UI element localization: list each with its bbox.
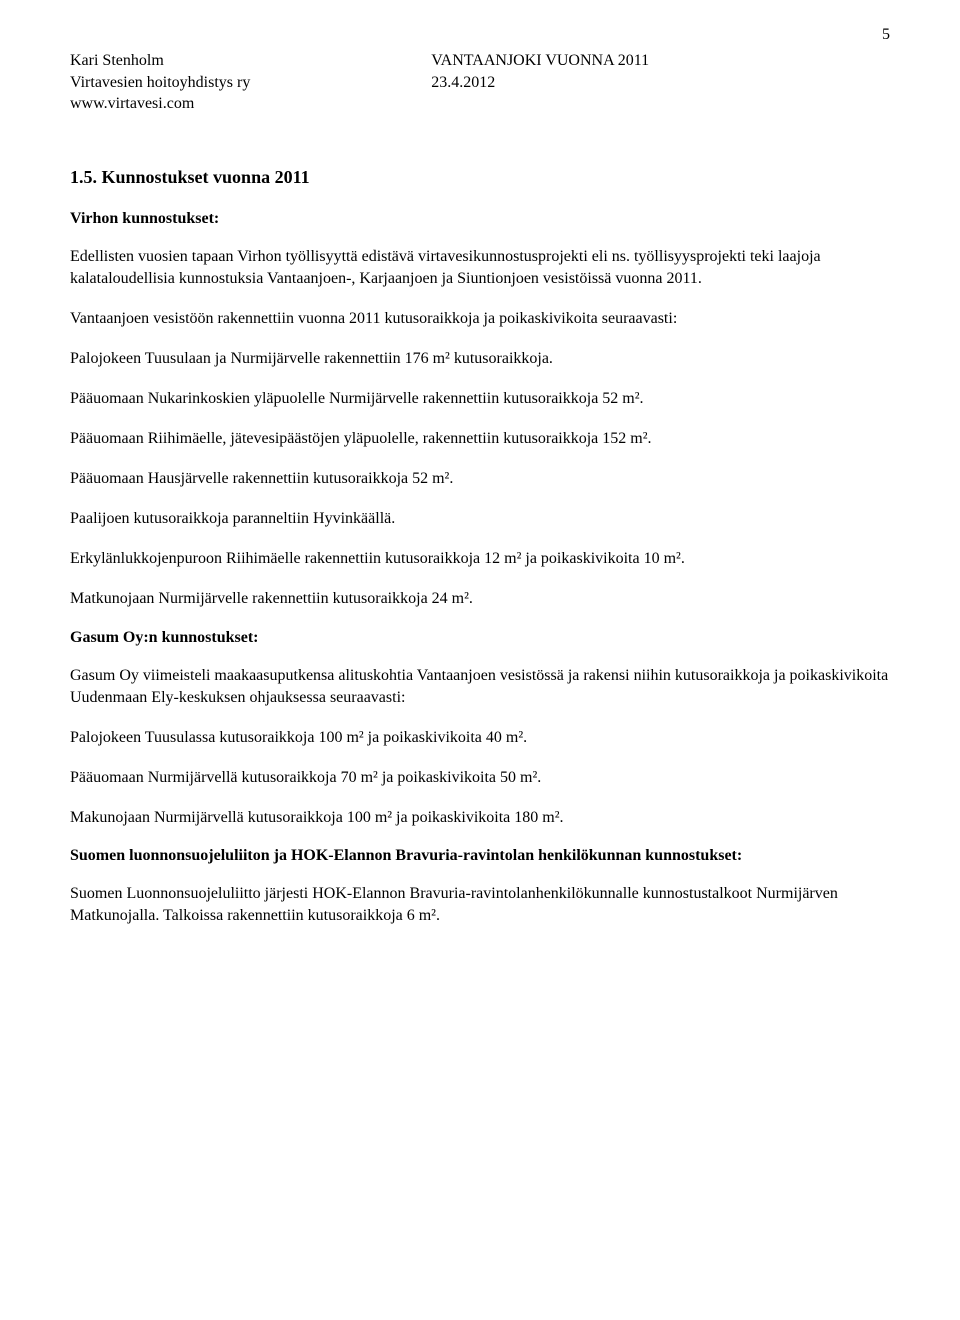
header-left: Kari Stenholm Virtavesien hoitoyhdistys …	[70, 50, 250, 115]
header-url: www.virtavesi.com	[70, 95, 194, 112]
virhon-heading: Virhon kunnostukset:	[70, 210, 890, 228]
gasum-p2: Palojokeen Tuusulassa kutusoraikkoja 100…	[70, 727, 890, 749]
document-page: 5 Kari Stenholm Virtavesien hoitoyhdisty…	[0, 0, 960, 1320]
sll-heading: Suomen luonnonsuojeluliiton ja HOK-Elann…	[70, 847, 890, 865]
virhon-p1: Edellisten vuosien tapaan Virhon työllis…	[70, 246, 890, 290]
virhon-p4: Pääuomaan Nukarinkoskien yläpuolelle Nur…	[70, 388, 890, 410]
virhon-p8: Erkylänlukkojenpuroon Riihimäelle rakenn…	[70, 548, 890, 570]
page-header: 5 Kari Stenholm Virtavesien hoitoyhdisty…	[70, 50, 890, 115]
gasum-p4: Makunojaan Nurmijärvellä kutusoraikkoja …	[70, 807, 890, 829]
gasum-heading: Gasum Oy:n kunnostukset:	[70, 629, 890, 647]
gasum-p3: Pääuomaan Nurmijärvellä kutusoraikkoja 7…	[70, 767, 890, 789]
page-number: 5	[882, 26, 890, 44]
virhon-p7: Paalijoen kutusoraikkoja paranneltiin Hy…	[70, 508, 890, 530]
virhon-p6: Pääuomaan Hausjärvelle rakennettiin kutu…	[70, 468, 890, 490]
virhon-p2: Vantaanjoen vesistöön rakennettiin vuonn…	[70, 308, 890, 330]
virhon-p3: Palojokeen Tuusulaan ja Nurmijärvelle ra…	[70, 348, 890, 370]
header-author: Kari Stenholm	[70, 50, 250, 72]
section-title: 1.5. Kunnostukset vuonna 2011	[70, 167, 890, 188]
header-title: VANTAANJOKI VUONNA 2011	[431, 50, 649, 72]
virhon-p9: Matkunojaan Nurmijärvelle rakennettiin k…	[70, 588, 890, 610]
sll-p1: Suomen Luonnonsuojeluliitto järjesti HOK…	[70, 883, 890, 927]
gasum-p1: Gasum Oy viimeisteli maakaasuputkensa al…	[70, 665, 890, 709]
header-center: VANTAANJOKI VUONNA 2011 23.4.2012	[431, 50, 649, 93]
virhon-p5: Pääuomaan Riihimäelle, jätevesipäästöjen…	[70, 428, 890, 450]
header-org: Virtavesien hoitoyhdistys ry	[70, 72, 250, 94]
header-date: 23.4.2012	[431, 72, 649, 94]
